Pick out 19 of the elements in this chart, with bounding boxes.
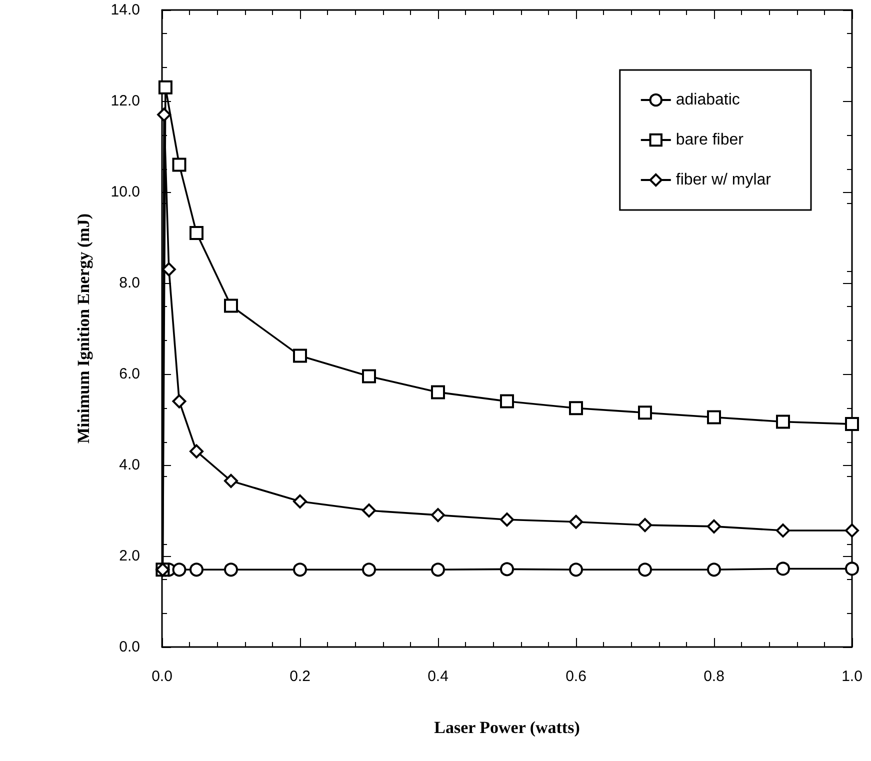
x-tick-label: 0.6 <box>566 668 586 685</box>
y-tick-label: 12.0 <box>110 92 140 110</box>
y-axis-title: Minimum Ignition Energy (mJ) <box>74 214 93 444</box>
y-tick-label: 4.0 <box>119 456 140 474</box>
x-tick-label: 0.0 <box>152 668 172 685</box>
y-tick-label: 0.0 <box>119 638 140 656</box>
x-tick-label: 0.8 <box>704 668 724 685</box>
y-tick-label: 14.0 <box>110 2 140 18</box>
y-tick-label: 10.0 <box>110 184 140 200</box>
legend-label: bare fiber <box>676 132 744 148</box>
y-tick-label: 6.0 <box>119 366 140 382</box>
x-tick-label: 0.4 <box>428 668 448 685</box>
x-tick-label: 0.2 <box>290 668 310 685</box>
legend-label: adiabatic <box>676 92 740 108</box>
x-axis-title: Laser Power (watts) <box>434 718 580 737</box>
x-tick-label: 1.0 <box>842 668 862 685</box>
y-tick-label: 8.0 <box>119 274 140 292</box>
legend-label: fiber w/ mylar <box>676 172 772 188</box>
y-tick-label: 2.0 <box>119 548 140 564</box>
